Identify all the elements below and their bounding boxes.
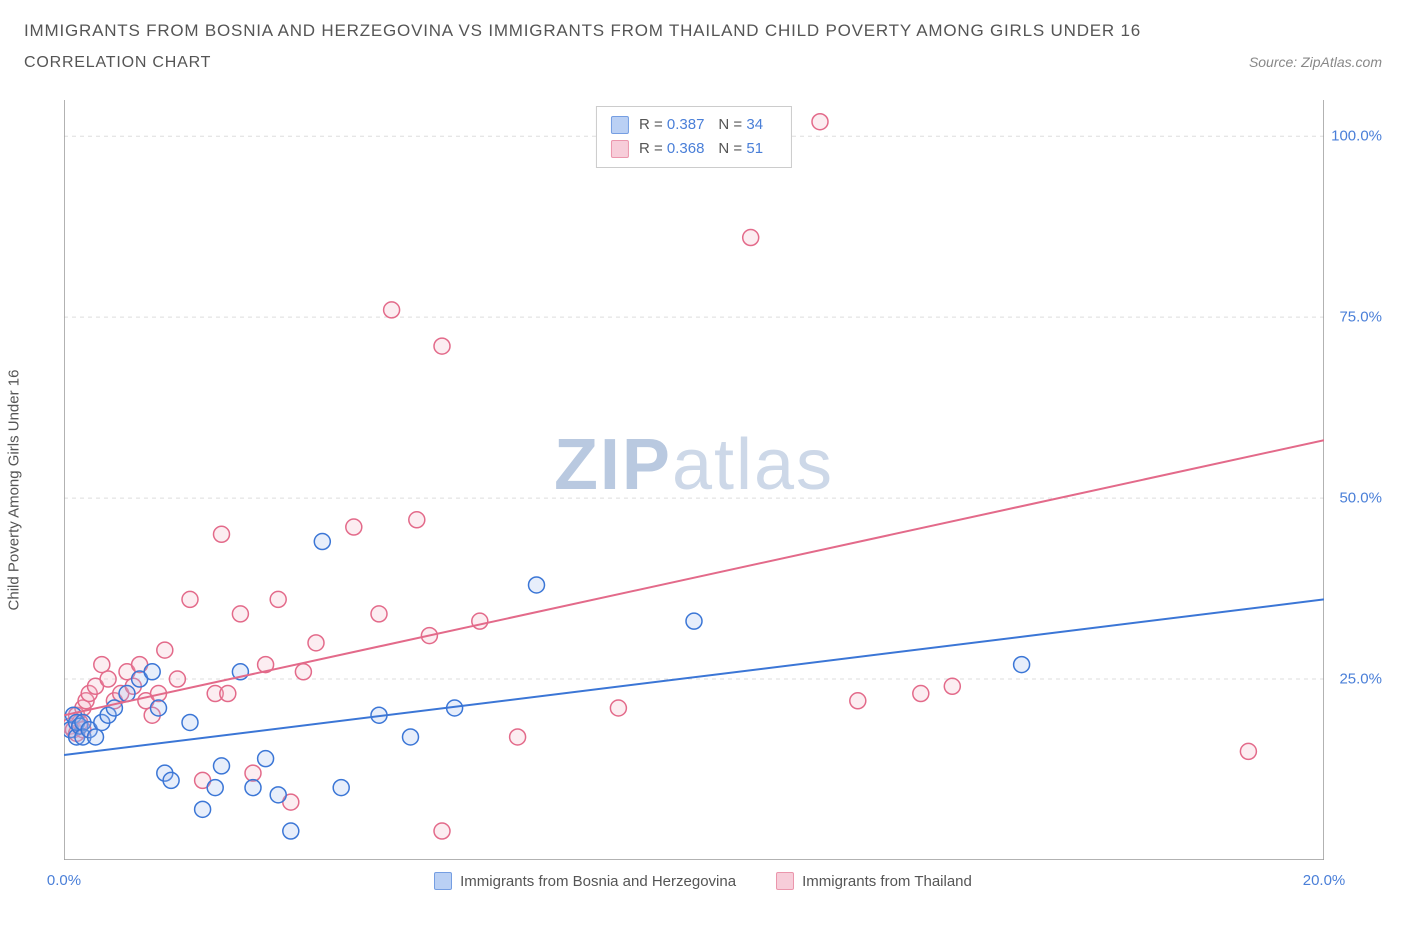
legend-label: Immigrants from Thailand [802, 873, 972, 890]
y-axis-label: Child Poverty Among Girls Under 16 [6, 370, 23, 611]
legend-item-thailand: Immigrants from Thailand [776, 872, 972, 890]
legend-swatch-bosnia [611, 116, 629, 134]
source-attribution: Source: ZipAtlas.com [1249, 54, 1382, 70]
plot-area: ZIPatlas R = 0.387N = 34 R = 0.368N = 51 [64, 100, 1324, 860]
legend-swatch-thailand [611, 140, 629, 158]
chart-subtitle: CORRELATION CHART [24, 54, 211, 72]
chart-container: Child Poverty Among Girls Under 16 ZIPat… [24, 100, 1382, 880]
y-axis-ticks: 25.0%50.0%75.0%100.0% [1326, 100, 1382, 860]
legend-item-bosnia: Immigrants from Bosnia and Herzegovina [434, 872, 736, 890]
chart-title: IMMIGRANTS FROM BOSNIA AND HERZEGOVINA V… [24, 18, 1382, 44]
legend-label: Immigrants from Bosnia and Herzegovina [460, 873, 736, 890]
legend-swatch-icon [776, 872, 794, 890]
series-legend: Immigrants from Bosnia and Herzegovina I… [24, 872, 1382, 890]
legend-swatch-icon [434, 872, 452, 890]
correlation-legend: R = 0.387N = 34 R = 0.368N = 51 [596, 106, 792, 168]
scatter-plot [64, 100, 1324, 860]
legend-row-thailand: R = 0.368N = 51 [611, 137, 777, 161]
legend-row-bosnia: R = 0.387N = 34 [611, 113, 777, 137]
